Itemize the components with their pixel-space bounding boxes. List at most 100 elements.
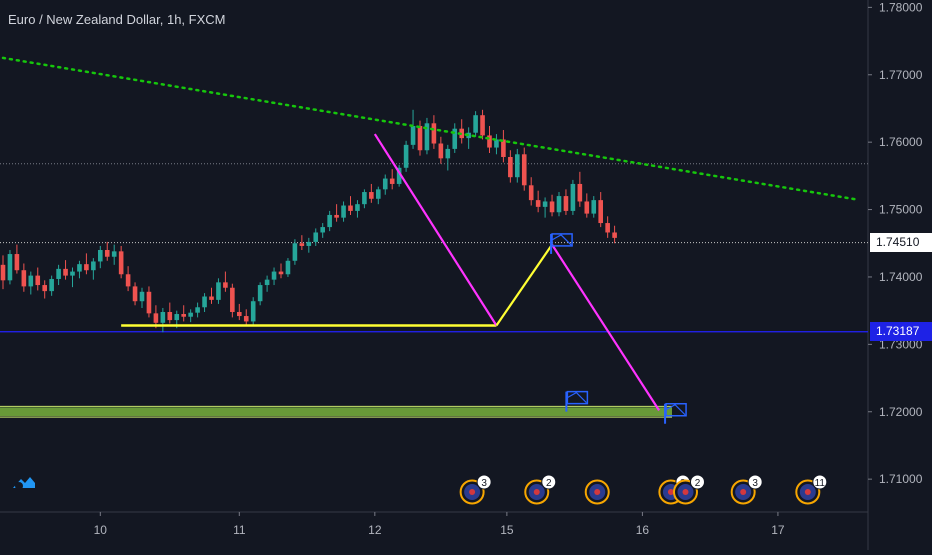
candle-body: [49, 278, 54, 292]
event-count-label: 3: [752, 478, 758, 489]
candle-body: [515, 154, 520, 178]
event-count-label: 2: [546, 478, 552, 489]
candle-body: [91, 261, 96, 271]
candle-body: [348, 205, 353, 211]
flag-stripe: [665, 404, 686, 416]
candle-body: [389, 178, 395, 184]
candle-body: [591, 200, 597, 214]
y-tick-label: 1.77000: [879, 68, 923, 82]
candle-body: [320, 227, 325, 233]
candle-body: [494, 139, 499, 148]
candle-body: [216, 282, 221, 300]
candle-body: [160, 312, 166, 323]
candle-body: [56, 268, 61, 279]
candle-body: [549, 201, 555, 213]
candle-body: [21, 270, 27, 287]
candle-body: [521, 154, 527, 186]
candle-body: [452, 128, 458, 149]
candle-body: [605, 223, 610, 233]
event-count-badge: [476, 474, 492, 490]
candle-body: [438, 143, 444, 159]
candle-body: [125, 274, 131, 287]
y-tick-label: 1.74000: [879, 270, 923, 284]
candle-body: [84, 264, 89, 271]
event-count-badge: [689, 474, 705, 490]
candle-body: [7, 254, 13, 281]
event-count-label: 11: [815, 478, 826, 489]
tradingview-logo-icon[interactable]: [10, 466, 38, 494]
candle-body: [473, 115, 478, 133]
candle-body: [362, 192, 367, 205]
current-price-badge: 1.74510: [870, 233, 932, 253]
y-tick-label: 1.71000: [879, 472, 923, 486]
candle-body: [313, 232, 319, 242]
candle-body: [327, 214, 332, 228]
candle-body: [480, 115, 485, 136]
flag-stripe: [551, 234, 572, 246]
candle-body: [243, 316, 249, 322]
candle-body: [501, 139, 506, 157]
x-tick-label: 16: [636, 523, 650, 537]
descending-trendline: [1, 56, 858, 201]
candle-body: [410, 125, 416, 145]
flag-stripe: [567, 391, 587, 404]
event-flag-dot: [682, 489, 689, 495]
candle-body: [285, 260, 291, 275]
candle-body: [278, 271, 284, 275]
candle-body: [257, 285, 263, 302]
candle-body: [230, 287, 235, 313]
symbol-title: Euro / New Zealand Dollar, 1h, FXCM: [8, 12, 226, 27]
event-flag-dot: [469, 489, 476, 495]
projection-down-1: [373, 133, 498, 327]
candle-body: [431, 123, 437, 144]
candle-body: [403, 144, 409, 168]
candle-body: [445, 148, 451, 159]
x-tick-label: 12: [368, 523, 382, 537]
candle-body: [146, 291, 152, 314]
event-count-label: 2: [695, 478, 701, 489]
candle-body: [570, 183, 576, 211]
candle-body: [223, 282, 228, 288]
candle-body: [508, 156, 513, 178]
y-tick-label: 1.72000: [879, 405, 923, 419]
candle-body: [264, 279, 270, 286]
candle-body: [382, 178, 388, 190]
candle-body: [111, 251, 117, 257]
candle-body: [209, 296, 214, 300]
candle-body: [598, 200, 603, 224]
target-zone: [0, 407, 672, 417]
event-flag-dot: [533, 489, 540, 495]
event-flag-dot: [804, 489, 811, 495]
candle-body: [376, 189, 381, 199]
event-flag-dot: [594, 489, 601, 495]
candle-body: [153, 313, 159, 323]
candle-body: [104, 250, 110, 257]
candle-body: [28, 275, 34, 287]
candle-body: [535, 200, 541, 207]
marked-level-badge: 1.73187: [870, 322, 932, 342]
candle-body: [612, 232, 617, 238]
candle-body: [250, 301, 256, 322]
candle-body: [299, 243, 305, 246]
candle-body: [417, 125, 423, 151]
candle-body: [14, 254, 20, 271]
candle-body: [63, 268, 68, 276]
candle-body: [237, 312, 242, 317]
candle-body: [271, 271, 277, 280]
event-flag-dot: [667, 489, 674, 495]
x-tick-label: 11: [233, 523, 246, 537]
candle-body: [202, 296, 207, 308]
candle-body: [181, 314, 186, 317]
candle-body: [563, 196, 569, 211]
event-flag-dot: [740, 489, 747, 495]
projection-down-2: [551, 244, 661, 412]
candle-body: [584, 201, 590, 214]
candle-body: [334, 214, 339, 218]
x-tick-label: 10: [94, 523, 108, 537]
candle-body: [424, 123, 430, 151]
candle-body: [369, 192, 374, 199]
candle-body: [35, 275, 41, 286]
candle-body: [174, 314, 180, 321]
